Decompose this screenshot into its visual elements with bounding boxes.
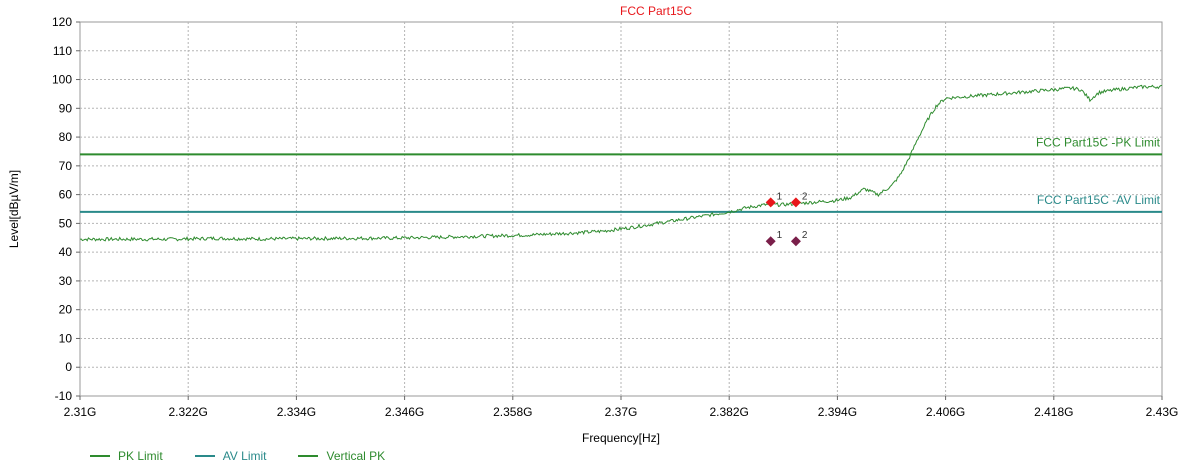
marker-label: 2 [802, 230, 808, 241]
x-tick-label: 2.31G [64, 405, 97, 419]
x-tick-label: 2.406G [926, 405, 965, 419]
y-tick-label: 50 [59, 216, 73, 230]
x-axis-title: Frequency[Hz] [582, 431, 660, 445]
x-tick-label: 2.382G [710, 405, 749, 419]
marker-point [790, 236, 801, 247]
x-tick-label: 2.322G [169, 405, 208, 419]
series-line-vertical-pk [79, 84, 1163, 242]
x-tick-label: 2.43G [1146, 405, 1179, 419]
x-tick-label: 2.418G [1034, 405, 1073, 419]
y-tick-label: 90 [59, 101, 73, 115]
legend-item-av-limit: AV Limit [194, 449, 267, 463]
y-tick-label: 110 [53, 44, 72, 58]
marker-point [790, 197, 801, 208]
y-tick-label: 0 [65, 360, 72, 374]
legend-label-vertical-pk: Vertical PK [326, 449, 386, 463]
marker-label: 1 [777, 230, 783, 241]
y-tick-label: -10 [55, 389, 73, 403]
legend-label-av-limit: AV Limit [222, 449, 267, 463]
legend-label-pk-limit: PK Limit [118, 449, 163, 463]
legend-swatch-pk-limit [90, 455, 110, 457]
legend-item-pk-limit: PK Limit [90, 449, 163, 463]
y-tick-label: 60 [59, 188, 73, 202]
legend-swatch-vertical-pk [298, 455, 319, 457]
y-tick-label: 40 [59, 245, 73, 259]
marker-label: 2 [802, 191, 808, 202]
marker-label: 1 [777, 191, 783, 202]
limit-line-label: FCC Part15C -AV Limit [1037, 193, 1161, 207]
y-tick-label: 100 [52, 73, 72, 87]
marker-point [765, 236, 776, 247]
y-tick-label: 10 [59, 331, 73, 345]
y-tick-label: 20 [59, 303, 73, 317]
x-tick-label: 2.358G [493, 405, 532, 419]
legend-item-vertical-pk: Vertical PK [298, 449, 385, 463]
y-tick-label: 80 [59, 130, 73, 144]
x-tick-label: 2.394G [818, 405, 857, 419]
x-tick-label: 2.334G [277, 405, 316, 419]
x-tick-label: 2.346G [385, 405, 424, 419]
legend: PK Limit AV Limit Vertical PK [90, 447, 385, 465]
y-axis-title: Level[dBµV/m] [7, 170, 21, 248]
y-tick-label: 30 [59, 274, 73, 288]
limit-line-label: FCC Part15C -PK Limit [1036, 135, 1161, 149]
y-tick-label: 120 [52, 15, 72, 29]
chart-title: FCC Part15C [620, 4, 692, 18]
y-tick-label: 70 [59, 159, 73, 173]
marker-point [765, 197, 776, 208]
x-tick-label: 2.37G [605, 405, 638, 419]
plot-area [79, 21, 1163, 397]
legend-swatch-av-limit [194, 455, 215, 457]
